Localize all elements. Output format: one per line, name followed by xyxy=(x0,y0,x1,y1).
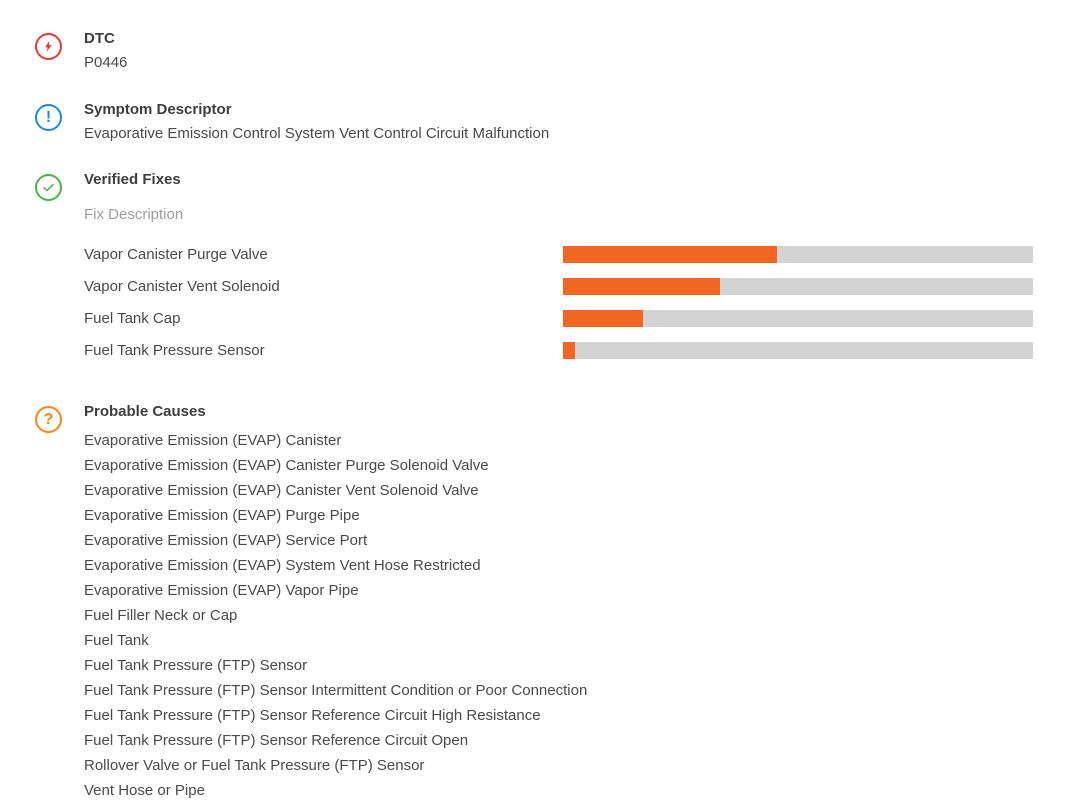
dtc-content: DTC P0446 xyxy=(84,30,1033,72)
fix-bar-track xyxy=(563,309,1033,327)
fix-row: Fuel Tank Pressure Sensor xyxy=(84,334,1033,366)
fix-row: Vapor Canister Purge Valve xyxy=(84,238,1033,270)
exclamation-glyph: ! xyxy=(45,108,52,126)
fix-bar-track xyxy=(563,277,1033,295)
cause-item: Fuel Tank Pressure (FTP) Sensor Referenc… xyxy=(84,732,469,749)
symptom-heading: Symptom Descriptor xyxy=(84,101,232,118)
cause-item: Evaporative Emission (EVAP) Canister Ven… xyxy=(84,482,479,499)
symptom-description: Evaporative Emission Control System Vent… xyxy=(84,125,550,142)
cause-item: Fuel Filler Neck or Cap xyxy=(84,607,238,624)
cause-item: Fuel Tank xyxy=(84,632,149,649)
fixes-icon-column xyxy=(35,171,84,201)
verified-fixes-section: Verified Fixes Fix Description Vapor Can… xyxy=(35,171,1033,366)
check-icon xyxy=(35,174,62,201)
cause-item: Fuel Tank Pressure (FTP) Sensor Intermit… xyxy=(84,682,588,699)
dtc-code: P0446 xyxy=(84,54,128,71)
fix-bar-fill xyxy=(563,341,575,359)
cause-item: Evaporative Emission (EVAP) Canister Pur… xyxy=(84,457,489,474)
cause-item: Fuel Tank Pressure (FTP) Sensor xyxy=(84,657,308,674)
lightning-icon xyxy=(35,33,62,60)
cause-item: Evaporative Emission (EVAP) System Vent … xyxy=(84,557,481,574)
symptom-content: Symptom Descriptor Evaporative Emission … xyxy=(84,101,1033,143)
cause-item: Fuel Tank Pressure (FTP) Sensor Referenc… xyxy=(84,707,541,724)
dtc-heading: DTC xyxy=(84,30,115,47)
question-glyph: ? xyxy=(43,410,54,428)
symptom-icon-column: ! xyxy=(35,101,84,131)
question-icon: ? xyxy=(35,406,62,433)
verified-fixes-heading: Verified Fixes xyxy=(84,171,181,188)
causes-icon-column: ? xyxy=(35,403,84,433)
dtc-section: DTC P0446 xyxy=(35,30,1033,72)
probable-causes-section: ? Probable Causes Evaporative Emission (… xyxy=(35,403,1033,803)
fix-label: Fuel Tank Cap xyxy=(84,309,181,327)
exclamation-icon: ! xyxy=(35,104,62,131)
cause-item: Evaporative Emission (EVAP) Purge Pipe xyxy=(84,507,360,524)
cause-item: Rollover Valve or Fuel Tank Pressure (FT… xyxy=(84,757,425,774)
fix-row: Vapor Canister Vent Solenoid xyxy=(84,270,1033,302)
probable-causes-content: Probable Causes Evaporative Emission (EV… xyxy=(84,403,1033,803)
fix-label: Vapor Canister Vent Solenoid xyxy=(84,277,280,295)
fix-label: Vapor Canister Purge Valve xyxy=(84,245,268,263)
fix-label: Fuel Tank Pressure Sensor xyxy=(84,341,265,359)
cause-item: Evaporative Emission (EVAP) Canister xyxy=(84,432,342,449)
probable-causes-list: Evaporative Emission (EVAP) Canister Evap… xyxy=(84,428,1033,803)
symptom-section: ! Symptom Descriptor Evaporative Emissio… xyxy=(35,101,1033,143)
fix-description-column-header: Fix Description xyxy=(84,206,184,223)
fix-row: Fuel Tank Cap xyxy=(84,302,1033,334)
cause-item: Vent Hose or Pipe xyxy=(84,782,205,799)
cause-item: Evaporative Emission (EVAP) Vapor Pipe xyxy=(84,582,359,599)
fix-bar-fill xyxy=(563,277,721,295)
fix-bar-track xyxy=(563,341,1033,359)
verified-fixes-content: Verified Fixes Fix Description Vapor Can… xyxy=(84,171,1033,366)
fix-bar-fill xyxy=(563,245,777,263)
fix-bar-fill xyxy=(563,309,643,327)
dtc-icon-column xyxy=(35,30,84,60)
probable-causes-heading: Probable Causes xyxy=(84,403,206,420)
cause-item: Evaporative Emission (EVAP) Service Port xyxy=(84,532,368,549)
fix-rows: Vapor Canister Purge Valve Vapor Canister… xyxy=(84,238,1033,366)
fix-bar-track xyxy=(563,245,1033,263)
